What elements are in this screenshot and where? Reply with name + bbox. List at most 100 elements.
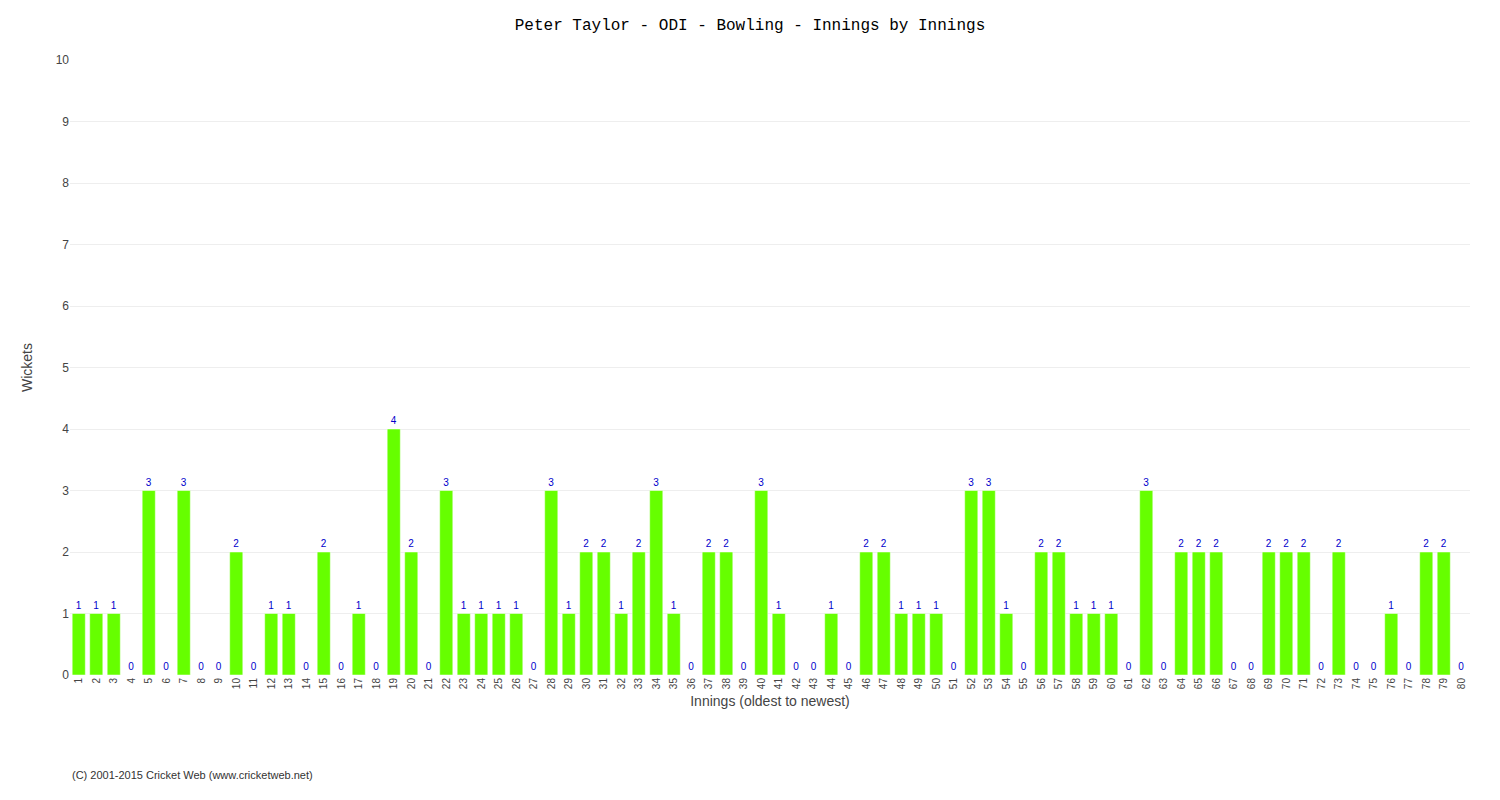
svg-text:8: 8 [62, 176, 69, 190]
svg-text:62: 62 [1141, 678, 1152, 690]
svg-text:1: 1 [1388, 600, 1394, 611]
svg-text:7: 7 [62, 238, 69, 252]
svg-text:18: 18 [371, 678, 382, 690]
svg-text:8: 8 [196, 678, 207, 684]
svg-text:2: 2 [321, 538, 327, 549]
svg-text:2: 2 [583, 538, 589, 549]
svg-text:0: 0 [741, 661, 747, 672]
svg-text:66: 66 [1211, 678, 1222, 690]
svg-text:2: 2 [233, 538, 239, 549]
svg-text:0: 0 [531, 661, 537, 672]
svg-text:21: 21 [423, 678, 434, 690]
svg-text:25: 25 [493, 678, 504, 690]
svg-text:77: 77 [1403, 678, 1414, 690]
svg-text:0: 0 [1318, 661, 1324, 672]
svg-text:61: 61 [1123, 678, 1134, 690]
svg-text:3: 3 [548, 477, 554, 488]
svg-text:65: 65 [1193, 678, 1204, 690]
svg-text:0: 0 [128, 661, 134, 672]
svg-text:3: 3 [968, 477, 974, 488]
svg-text:1: 1 [73, 678, 84, 684]
svg-text:0: 0 [1458, 661, 1464, 672]
svg-text:2: 2 [1056, 538, 1062, 549]
svg-text:7: 7 [178, 678, 189, 684]
svg-text:20: 20 [406, 678, 417, 690]
svg-text:31: 31 [598, 678, 609, 690]
svg-text:3: 3 [62, 484, 69, 498]
svg-text:0: 0 [951, 661, 957, 672]
svg-text:15: 15 [318, 678, 329, 690]
svg-text:0: 0 [163, 661, 169, 672]
svg-text:37: 37 [703, 678, 714, 690]
svg-text:0: 0 [216, 661, 222, 672]
svg-text:53: 53 [983, 678, 994, 690]
svg-text:3: 3 [653, 477, 659, 488]
svg-text:63: 63 [1158, 678, 1169, 690]
svg-text:57: 57 [1053, 678, 1064, 690]
svg-text:14: 14 [301, 678, 312, 690]
svg-text:40: 40 [756, 678, 767, 690]
svg-text:2: 2 [1283, 538, 1289, 549]
svg-text:0: 0 [303, 661, 309, 672]
svg-text:74: 74 [1351, 678, 1362, 690]
svg-text:5: 5 [143, 678, 154, 684]
svg-text:Innings (oldest to newest): Innings (oldest to newest) [690, 693, 850, 709]
svg-text:47: 47 [878, 678, 889, 690]
svg-text:1: 1 [76, 600, 82, 611]
svg-text:4: 4 [62, 422, 69, 436]
svg-text:3: 3 [1143, 477, 1149, 488]
svg-text:1: 1 [93, 600, 99, 611]
svg-text:13: 13 [283, 678, 294, 690]
svg-text:2: 2 [1423, 538, 1429, 549]
svg-text:0: 0 [1353, 661, 1359, 672]
svg-text:3: 3 [146, 477, 152, 488]
svg-text:2: 2 [1301, 538, 1307, 549]
svg-text:0: 0 [373, 661, 379, 672]
svg-text:0: 0 [1406, 661, 1412, 672]
svg-text:10: 10 [231, 678, 242, 690]
svg-text:1: 1 [776, 600, 782, 611]
svg-text:41: 41 [773, 678, 784, 690]
svg-text:68: 68 [1246, 678, 1257, 690]
svg-text:0: 0 [426, 661, 432, 672]
svg-text:35: 35 [668, 678, 679, 690]
svg-text:44: 44 [826, 678, 837, 690]
svg-text:23: 23 [458, 678, 469, 690]
svg-text:67: 67 [1228, 678, 1239, 690]
svg-text:0: 0 [198, 661, 204, 672]
svg-text:10: 10 [56, 53, 70, 67]
svg-text:3: 3 [443, 477, 449, 488]
svg-text:1: 1 [618, 600, 624, 611]
svg-text:2: 2 [1196, 538, 1202, 549]
svg-text:42: 42 [791, 678, 802, 690]
svg-text:1: 1 [461, 600, 467, 611]
svg-text:3: 3 [758, 477, 764, 488]
svg-text:2: 2 [1178, 538, 1184, 549]
svg-text:22: 22 [441, 678, 452, 690]
svg-text:2: 2 [706, 538, 712, 549]
svg-text:(C) 2001-2015 Cricket Web (www: (C) 2001-2015 Cricket Web (www.cricketwe… [72, 769, 313, 781]
svg-text:49: 49 [913, 678, 924, 690]
svg-text:80: 80 [1456, 678, 1467, 690]
svg-text:0: 0 [688, 661, 694, 672]
svg-text:12: 12 [266, 678, 277, 690]
svg-text:32: 32 [616, 678, 627, 690]
svg-text:1: 1 [828, 600, 834, 611]
svg-text:39: 39 [738, 678, 749, 690]
svg-text:2: 2 [601, 538, 607, 549]
svg-text:1: 1 [1073, 600, 1079, 611]
svg-text:0: 0 [793, 661, 799, 672]
svg-text:73: 73 [1333, 678, 1344, 690]
svg-text:34: 34 [651, 678, 662, 690]
svg-text:2: 2 [408, 538, 414, 549]
svg-text:72: 72 [1316, 678, 1327, 690]
svg-text:Peter Taylor - ODI - Bowling -: Peter Taylor - ODI - Bowling - Innings b… [515, 17, 985, 35]
svg-text:3: 3 [986, 477, 992, 488]
svg-text:79: 79 [1438, 678, 1449, 690]
svg-text:0: 0 [1161, 661, 1167, 672]
svg-text:0: 0 [1126, 661, 1132, 672]
svg-text:2: 2 [1266, 538, 1272, 549]
svg-text:75: 75 [1368, 678, 1379, 690]
svg-text:27: 27 [528, 678, 539, 690]
svg-text:0: 0 [1248, 661, 1254, 672]
